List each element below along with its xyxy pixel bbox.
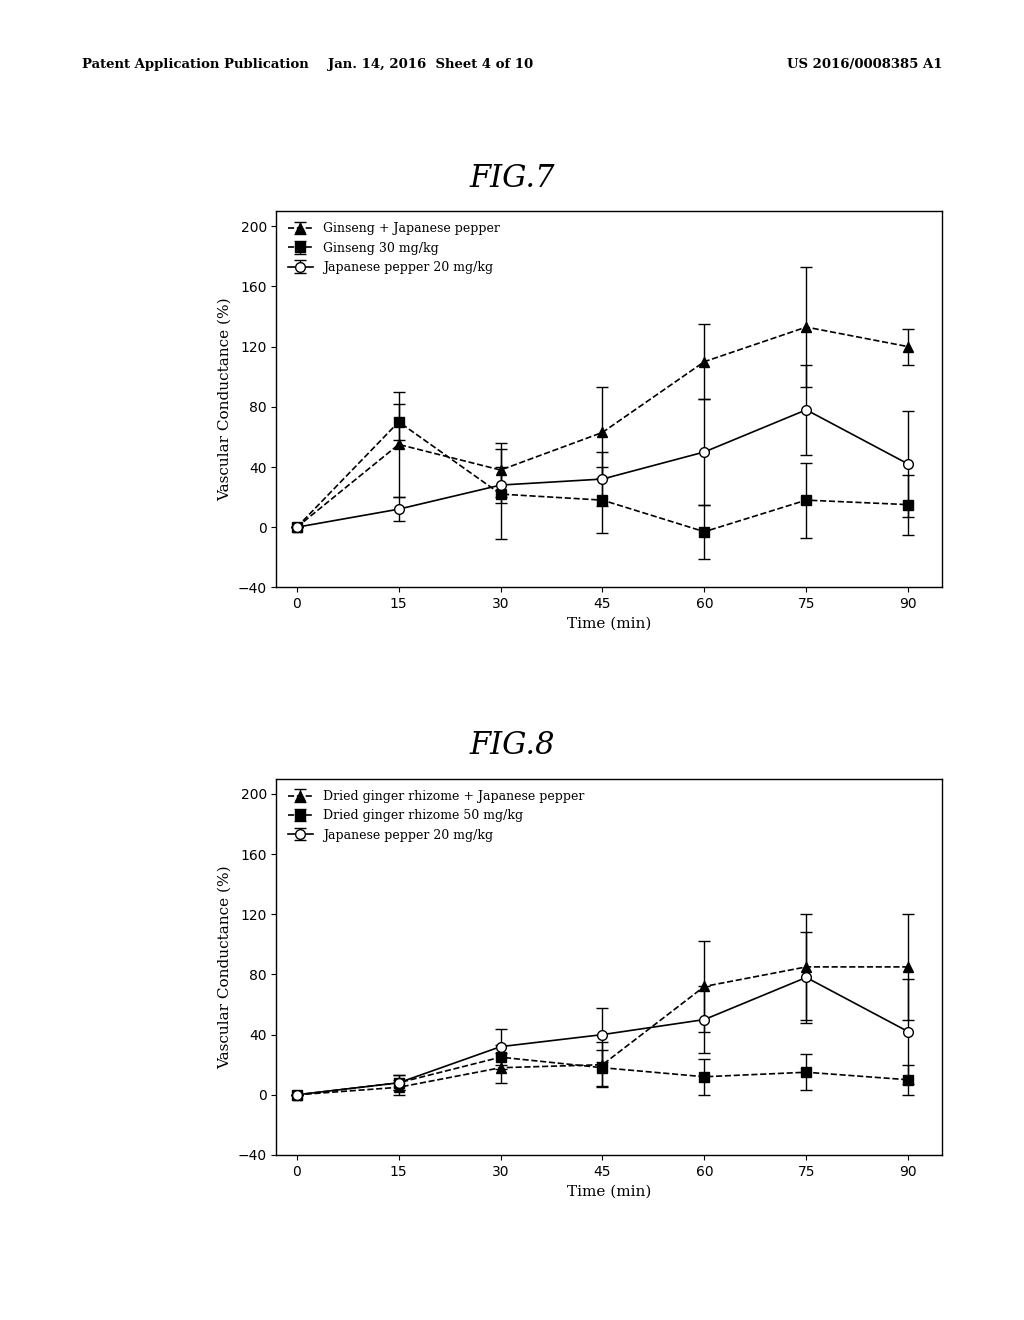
Legend: Ginseng + Japanese pepper, Ginseng 30 mg/kg, Japanese pepper 20 mg/kg: Ginseng + Japanese pepper, Ginseng 30 mg…	[283, 218, 505, 279]
X-axis label: Time (min): Time (min)	[567, 1184, 651, 1199]
Text: FIG.8: FIG.8	[469, 730, 555, 762]
Y-axis label: Vascular Conductance (%): Vascular Conductance (%)	[218, 865, 232, 1069]
Text: Jan. 14, 2016  Sheet 4 of 10: Jan. 14, 2016 Sheet 4 of 10	[328, 58, 532, 71]
Text: US 2016/0008385 A1: US 2016/0008385 A1	[786, 58, 942, 71]
Text: FIG.7: FIG.7	[469, 162, 555, 194]
Legend: Dried ginger rhizome + Japanese pepper, Dried ginger rhizome 50 mg/kg, Japanese : Dried ginger rhizome + Japanese pepper, …	[283, 785, 589, 846]
Text: Patent Application Publication: Patent Application Publication	[82, 58, 308, 71]
Y-axis label: Vascular Conductance (%): Vascular Conductance (%)	[218, 297, 232, 502]
X-axis label: Time (min): Time (min)	[567, 616, 651, 631]
